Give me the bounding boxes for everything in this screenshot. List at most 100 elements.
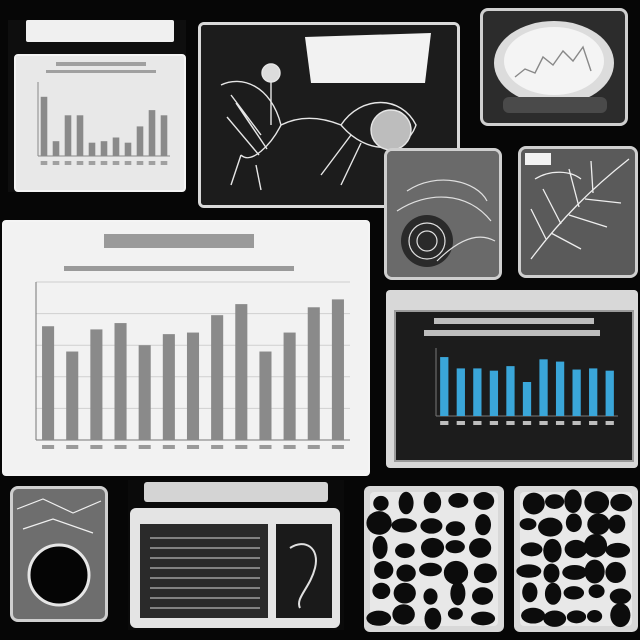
small-bar-chart (16, 56, 180, 186)
cell-pattern-icon (366, 491, 498, 630)
bar (440, 357, 449, 416)
chart-title-line (424, 330, 600, 336)
cell (366, 610, 392, 626)
monitor-screen (394, 310, 634, 462)
bar (100, 141, 108, 156)
tile-device (128, 480, 344, 630)
cell (520, 542, 543, 557)
cell (473, 492, 495, 510)
bar (605, 370, 614, 416)
chart-title-line (104, 234, 254, 248)
large-bar-chart (4, 222, 368, 474)
bar (52, 141, 60, 156)
bar (211, 315, 224, 440)
chart-title-line (64, 266, 294, 271)
cell (521, 607, 546, 624)
cell (373, 495, 389, 511)
leaf-vein-illustration-icon (521, 149, 635, 275)
x-tick-label (76, 161, 84, 165)
cell (374, 561, 394, 580)
bar (88, 142, 96, 156)
device-top-bar (144, 482, 328, 502)
cell (392, 604, 415, 625)
bar (114, 323, 127, 440)
tile-cell-pattern-b (514, 486, 638, 632)
cell (398, 491, 414, 515)
cell (609, 588, 632, 605)
x-tick-label (100, 161, 108, 165)
small-chart-card (14, 54, 186, 192)
cell (424, 607, 442, 630)
cell (475, 514, 492, 536)
chart-title-line (56, 62, 146, 66)
cell (423, 491, 442, 514)
bar (162, 334, 175, 440)
cell (445, 521, 466, 537)
cell (566, 610, 587, 624)
x-tick-label (160, 161, 168, 165)
tile-shell-illustration (384, 148, 502, 280)
x-tick-label (88, 161, 96, 165)
cell (469, 537, 492, 558)
cell (563, 586, 585, 600)
cell (587, 610, 603, 623)
device-panel (130, 508, 340, 628)
tile-leaf-illustration (518, 146, 638, 278)
x-tick-label (283, 445, 296, 449)
cell (516, 564, 542, 578)
cell (584, 559, 605, 584)
x-tick-label (235, 445, 248, 449)
cell (588, 584, 605, 599)
x-tick-label (440, 421, 449, 425)
x-tick-label (186, 445, 200, 449)
x-tick-label (124, 161, 132, 165)
cell (470, 611, 496, 626)
bar (235, 304, 248, 440)
bar (572, 369, 581, 416)
x-tick-label (506, 421, 515, 425)
cell (372, 535, 388, 560)
tile-large-chart (2, 220, 370, 476)
bar (40, 96, 48, 156)
doc-strip (26, 20, 174, 42)
tile-dish-illustration (480, 8, 628, 126)
cell (543, 538, 562, 563)
bar (42, 326, 55, 440)
bar (555, 361, 565, 416)
cell (473, 563, 497, 584)
cell (543, 563, 560, 583)
cell (395, 543, 415, 559)
x-tick-label (114, 445, 127, 449)
device-illustration-icon (140, 524, 332, 618)
cell (366, 511, 392, 535)
bar (138, 345, 151, 440)
x-tick-label (42, 445, 55, 449)
x-tick-label (605, 421, 614, 425)
bar (66, 351, 79, 440)
cell (605, 561, 626, 584)
cell (419, 562, 442, 577)
tile-cell-pattern-a (364, 486, 504, 632)
x-tick-label (539, 421, 548, 425)
bar (112, 137, 120, 156)
x-tick-label (456, 421, 465, 425)
cell (396, 564, 416, 582)
x-tick-label (589, 421, 598, 425)
chart-background (4, 222, 368, 474)
cell (372, 582, 391, 600)
x-tick-label (572, 421, 581, 425)
bar (456, 368, 465, 416)
cell (584, 491, 610, 514)
bar (259, 351, 272, 440)
x-tick-label (52, 161, 60, 165)
chart-title-line (46, 70, 156, 73)
tile-specimen-illustration (198, 22, 460, 208)
cell (610, 493, 633, 512)
bar (160, 115, 168, 156)
cell (608, 514, 626, 534)
cell (391, 518, 417, 533)
bar (64, 115, 72, 156)
bar (522, 382, 532, 416)
x-tick-label (307, 445, 320, 449)
bar (489, 370, 499, 416)
